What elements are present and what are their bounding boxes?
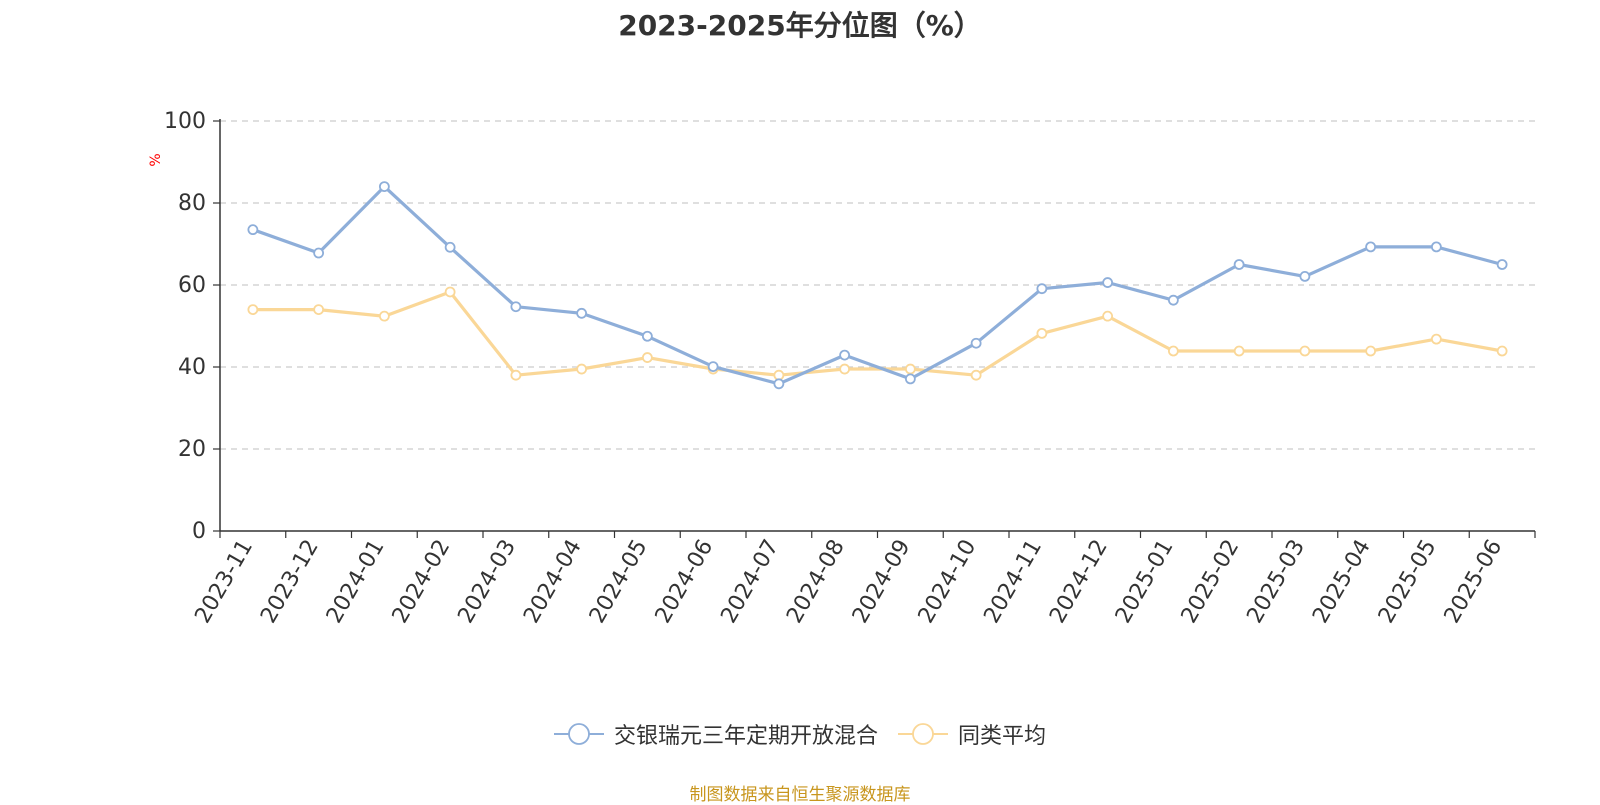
data-point-series-0 [313, 247, 325, 259]
data-point-series-1 [1365, 345, 1377, 357]
series-layer [247, 181, 1508, 390]
data-point-series-0 [1233, 259, 1245, 270]
x-tick-label: 2024-12 [1045, 536, 1113, 628]
x-tick-label: 2025-04 [1308, 536, 1376, 628]
data-point-series-1 [510, 369, 522, 381]
data-point-series-0 [378, 181, 390, 193]
data-point-series-0 [1036, 283, 1048, 295]
x-tick-label: 2024-09 [848, 536, 916, 628]
data-point-series-0 [1430, 241, 1442, 253]
x-tick-label: 2024-10 [914, 536, 982, 628]
data-point-series-0 [1365, 241, 1377, 253]
source-note: 制图数据来自恒生聚源数据库 [689, 785, 911, 805]
data-point-series-0 [1167, 294, 1179, 306]
x-tick-label: 2025-05 [1374, 536, 1442, 628]
legend-swatch-icon [553, 723, 604, 745]
x-tick-label: 2024-04 [519, 536, 587, 628]
data-point-series-0 [444, 241, 456, 253]
grid-layer [220, 120, 1535, 450]
legend: 交银瑞元三年定期开放混合 同类平均 [0, 718, 1600, 750]
x-tick-label: 2024-05 [585, 536, 653, 628]
y-tick-label: 40 [178, 355, 206, 380]
data-point-series-1 [1496, 345, 1508, 357]
series-line-0 [252, 185, 1503, 386]
data-point-series-0 [773, 378, 785, 390]
data-point-series-1 [444, 286, 456, 298]
legend-item-1[interactable]: 同类平均 [898, 718, 1046, 750]
data-point-series-1 [378, 310, 390, 322]
legend-swatch-marker [568, 723, 590, 745]
x-tick-label: 2025-06 [1440, 536, 1508, 628]
x-tick-label: 2024-02 [388, 536, 456, 628]
data-point-series-0 [970, 337, 982, 349]
y-tick-label: 60 [178, 273, 206, 298]
x-tick-label: 2024-06 [651, 536, 719, 628]
y-tick-label: 20 [178, 437, 206, 462]
data-point-series-0 [1102, 277, 1114, 288]
data-point-series-1 [1299, 345, 1311, 357]
x-tick-label: 2025-01 [1111, 536, 1179, 628]
data-point-series-0 [904, 373, 916, 385]
series-line-1 [252, 290, 1503, 377]
data-point-series-0 [576, 307, 588, 319]
legend-label: 交银瑞元三年定期开放混合 [613, 724, 878, 749]
data-point-series-0 [641, 330, 653, 342]
y-axis-unit-label: % [148, 153, 164, 166]
data-point-series-1 [904, 363, 916, 375]
data-point-series-0 [510, 301, 522, 313]
legend-label: 同类平均 [958, 724, 1047, 749]
data-point-series-1 [970, 369, 982, 381]
x-tick-label: 2023-12 [256, 536, 324, 628]
data-point-series-0 [1496, 259, 1508, 270]
x-tick-label: 2023-11 [190, 536, 258, 628]
data-point-series-0 [247, 224, 259, 236]
data-point-series-1 [1233, 345, 1245, 357]
x-tick-label: 2024-11 [979, 536, 1047, 628]
data-point-series-1 [773, 369, 785, 381]
x-tick-label: 2024-08 [782, 536, 850, 628]
x-tick-label: 2024-03 [453, 536, 521, 628]
data-point-series-1 [839, 363, 851, 375]
x-tick-label: 2024-01 [322, 536, 390, 628]
x-tick-label: 2025-02 [1177, 536, 1245, 628]
data-point-series-1 [1102, 310, 1114, 322]
data-point-series-1 [576, 363, 588, 375]
y-tick-label: 100 [164, 109, 206, 134]
legend-item-0[interactable]: 交银瑞元三年定期开放混合 [553, 718, 878, 750]
data-point-series-1 [313, 304, 325, 316]
data-point-series-1 [641, 352, 653, 363]
data-point-series-0 [839, 349, 851, 361]
y-tick-label: 80 [178, 191, 206, 216]
data-point-series-1 [247, 304, 259, 316]
data-point-series-1 [1167, 345, 1179, 357]
data-point-series-0 [707, 361, 719, 372]
legend-swatch-icon [898, 723, 948, 745]
x-tick-label: 2024-07 [716, 536, 784, 628]
data-point-series-0 [1299, 270, 1311, 282]
x-tick-label: 2025-03 [1242, 536, 1310, 628]
legend-swatch-marker [912, 723, 934, 745]
y-tick-label: 0 [192, 519, 206, 544]
chart-title: 2023-2025年分位图（%） [618, 9, 982, 42]
data-point-series-1 [1430, 333, 1442, 345]
data-point-series-1 [1036, 327, 1048, 339]
